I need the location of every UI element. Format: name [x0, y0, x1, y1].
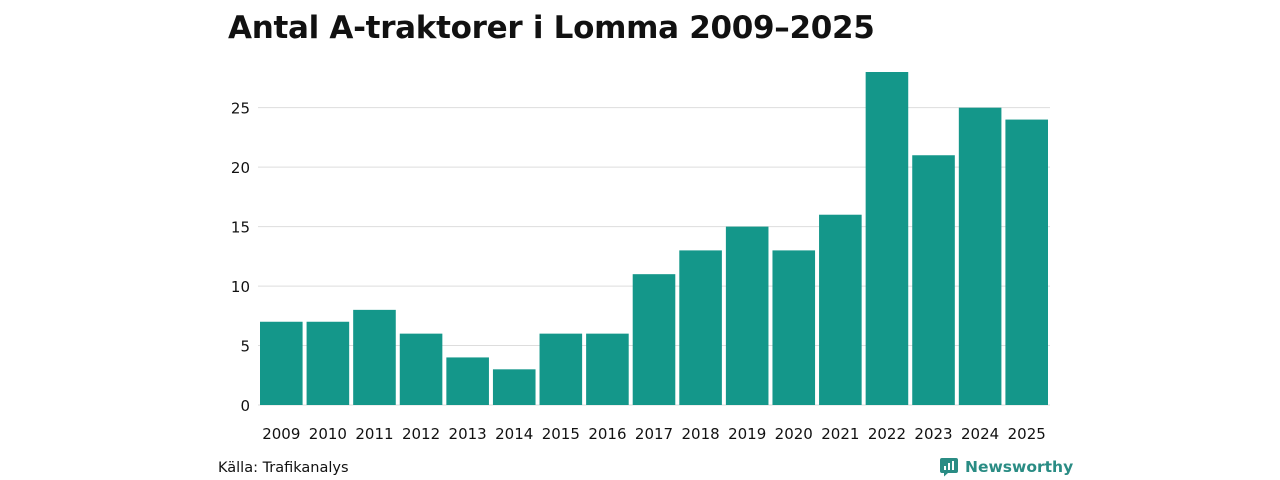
bar-2024 — [958, 107, 1002, 405]
bar-2015 — [539, 333, 583, 405]
bar-2014 — [492, 369, 536, 405]
brand-name: Newsworthy — [965, 458, 1074, 476]
bar-2019 — [725, 226, 769, 405]
bar-2023 — [912, 155, 955, 405]
x-tick-label: 2025 — [1008, 425, 1046, 443]
bar-2009 — [260, 321, 303, 405]
x-tick-label: 2010 — [309, 425, 347, 443]
x-tick-label: 2023 — [914, 425, 952, 443]
bar-2025 — [1005, 119, 1048, 406]
y-tick-label: 15 — [231, 219, 250, 237]
bar-2010 — [306, 321, 350, 405]
y-tick-label: 10 — [231, 278, 250, 296]
x-tick-label: 2021 — [821, 425, 859, 443]
bar-2011 — [353, 309, 396, 405]
source-credit: Källa: Trafikanalys — [218, 460, 349, 476]
x-tick-label: 2018 — [681, 425, 719, 443]
x-tick-label: 2016 — [588, 425, 626, 443]
x-tick-label: 2015 — [542, 425, 580, 443]
chart-title: Antal A-traktorer i Lomma 2009–2025 — [228, 10, 875, 46]
bar-2012 — [399, 333, 443, 405]
x-tick-label: 2012 — [402, 425, 440, 443]
newsworthy-logo-icon — [940, 458, 958, 477]
bar-2018 — [679, 250, 722, 405]
bar-2016 — [586, 333, 629, 405]
bar-2013 — [446, 357, 489, 405]
x-tick-label: 2014 — [495, 425, 533, 443]
x-tick-label: 2009 — [262, 425, 300, 443]
y-axis-ticks: 0 5 10 15 20 25 — [231, 100, 250, 415]
bar-2021 — [819, 214, 862, 405]
y-tick-label: 5 — [240, 338, 250, 356]
y-tick-label: 0 — [240, 397, 250, 415]
bars — [260, 72, 1048, 406]
x-tick-label: 2022 — [868, 425, 906, 443]
y-tick-label: 25 — [231, 100, 250, 118]
bar-2017 — [632, 274, 676, 405]
x-tick-label: 2020 — [775, 425, 813, 443]
bar-2020 — [772, 250, 816, 405]
x-axis-ticks: 2009 2010 2011 2012 2013 2014 2015 2016 2017 2018… — [262, 425, 1046, 443]
brand-logo: Newsworthy — [939, 456, 1073, 478]
x-tick-label: 2013 — [449, 425, 487, 443]
y-tick-label: 20 — [231, 159, 250, 177]
x-tick-label: 2017 — [635, 425, 673, 443]
bar-2022 — [865, 72, 909, 405]
x-tick-label: 2011 — [355, 425, 393, 443]
x-tick-label: 2024 — [961, 425, 999, 443]
x-tick-label: 2019 — [728, 425, 766, 443]
